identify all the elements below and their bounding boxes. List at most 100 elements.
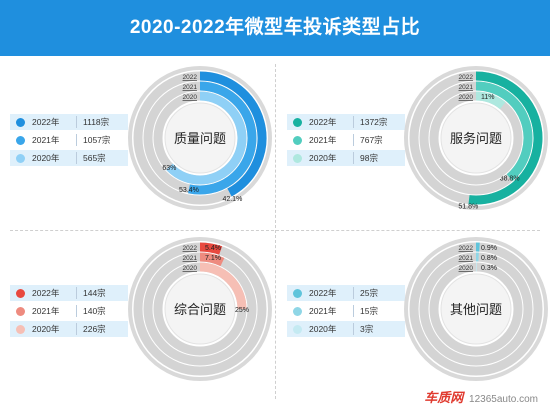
ring-percent-label: 0.9% xyxy=(481,245,497,252)
legend-year: 2020年 xyxy=(32,153,60,163)
chart-title-service: 服务问题 xyxy=(450,131,502,146)
legend-count: 767宗 xyxy=(360,135,383,145)
ring-year-label: 2021 xyxy=(459,84,474,91)
ring-arc-quality-2020 xyxy=(166,91,247,185)
legend-row: 2021年 140宗 xyxy=(10,303,128,319)
legend-dot xyxy=(293,288,302,298)
legend-dot xyxy=(16,135,25,145)
page-title: 2020-2022年微型车投诉类型占比 xyxy=(129,17,421,38)
ring-year-label: 2020 xyxy=(183,94,198,101)
ring-year-label: 2021 xyxy=(183,84,198,91)
legend-dot xyxy=(16,324,25,334)
legend-count: 226宗 xyxy=(83,324,106,334)
legend-row: 2021年 15宗 xyxy=(287,303,405,319)
legend-count: 98宗 xyxy=(360,153,378,163)
ring-year-label: 2022 xyxy=(459,245,474,252)
ring-percent-label: 0.8% xyxy=(481,255,497,262)
legend-year: 2021年 xyxy=(309,135,337,145)
chart-title-general: 综合问题 xyxy=(174,302,226,317)
ring-arc-general-2022 xyxy=(199,242,223,255)
legend-year: 2022年 xyxy=(309,117,337,127)
ring-arc-service-2020 xyxy=(475,91,506,110)
legend-count: 144宗 xyxy=(83,288,106,298)
legend-row: 2020年 3宗 xyxy=(287,321,405,337)
ring-year-label: 2022 xyxy=(459,74,474,81)
center-disc xyxy=(440,273,512,345)
ring-year-label: 2020 xyxy=(459,265,474,272)
center-disc xyxy=(164,102,236,174)
watermark: 车质网 12365auto.com xyxy=(424,387,538,406)
ring-percent-label: 5.4% xyxy=(205,245,221,252)
legend-row: 2022年 25宗 xyxy=(287,285,405,301)
legend-row: 2021年 1057宗 xyxy=(10,132,128,148)
legend-count: 15宗 xyxy=(360,306,378,316)
legend-count: 25宗 xyxy=(360,288,378,298)
legend-year: 2020年 xyxy=(32,324,60,334)
ring-year-label: 2021 xyxy=(459,255,474,262)
legend-year: 2021年 xyxy=(309,306,337,316)
legend-dot xyxy=(293,306,302,316)
legend-general: 2022年 144宗 2021年 140宗 2020年 226宗 xyxy=(10,285,128,339)
watermark-logo: 车质网 xyxy=(424,390,464,405)
legend-other: 2022年 25宗 2021年 15宗 2020年 3宗 xyxy=(287,285,405,339)
vertical-divider xyxy=(275,64,276,399)
legend-dot xyxy=(16,306,25,316)
legend-year: 2022年 xyxy=(309,288,337,298)
legend-year: 2020年 xyxy=(309,324,337,334)
legend-row: 2020年 98宗 xyxy=(287,150,405,166)
legend-dot xyxy=(16,153,25,163)
legend-count: 565宗 xyxy=(83,153,106,163)
ring-arc-quality-2021 xyxy=(188,81,257,195)
ring-percent-label: 63% xyxy=(162,165,176,172)
legend-dot xyxy=(16,288,25,298)
legend-quality: 2022年 1118宗 2021年 1057宗 2020年 565宗 xyxy=(10,114,128,168)
legend-row: 2022年 144宗 xyxy=(10,285,128,301)
legend-count: 140宗 xyxy=(83,306,106,316)
ring-percent-label: 38.8% xyxy=(500,176,520,183)
outer-frame-ring xyxy=(404,237,548,381)
ring-percent-label: 0.3% xyxy=(481,265,497,272)
outer-frame-ring xyxy=(128,237,272,381)
outer-frame-ring xyxy=(404,66,548,210)
ring-percent-label: 25% xyxy=(235,307,249,314)
legend-year: 2022年 xyxy=(32,288,60,298)
legend-row: 2022年 1118宗 xyxy=(10,114,128,130)
legend-service: 2022年 1372宗 2021年 767宗 2020年 98宗 xyxy=(287,114,405,168)
watermark-url: 12365auto.com xyxy=(469,394,538,405)
center-disc xyxy=(440,102,512,174)
legend-row: 2020年 565宗 xyxy=(10,150,128,166)
ring-percent-label: 11% xyxy=(481,94,495,101)
legend-year: 2021年 xyxy=(32,306,60,316)
chart-title-other: 其他问题 xyxy=(450,302,502,317)
legend-count: 1057宗 xyxy=(83,135,111,145)
ring-year-label: 2020 xyxy=(459,94,474,101)
ring-arc-general-2021 xyxy=(199,252,225,267)
ring-year-label: 2020 xyxy=(183,265,198,272)
legend-row: 2022年 1372宗 xyxy=(287,114,405,130)
ring-arc-service-2022 xyxy=(468,71,543,205)
ring-percent-label: 53.4% xyxy=(179,187,199,194)
ring-arc-quality-2022 xyxy=(199,71,267,197)
legend-dot xyxy=(293,117,302,127)
ring-percent-label: 42.1% xyxy=(222,196,242,203)
title-banner: 2020-2022年微型车投诉类型占比 xyxy=(0,0,550,56)
outer-frame-ring xyxy=(128,66,272,210)
center-disc xyxy=(164,273,236,345)
ring-percent-label: 7.1% xyxy=(205,255,221,262)
ring-year-label: 2022 xyxy=(183,74,198,81)
legend-year: 2022年 xyxy=(32,117,60,127)
legend-dot xyxy=(293,153,302,163)
ring-arc-service-2021 xyxy=(475,81,533,182)
legend-row: 2020年 226宗 xyxy=(10,321,128,337)
legend-dot xyxy=(293,135,302,145)
legend-year: 2020年 xyxy=(309,153,337,163)
ring-year-label: 2022 xyxy=(183,245,198,252)
legend-count: 1118宗 xyxy=(83,117,110,127)
ring-percent-label: 51.8% xyxy=(458,204,478,211)
chart-title-quality: 质量问题 xyxy=(174,131,226,146)
ring-arc-general-2020 xyxy=(199,262,247,310)
legend-dot xyxy=(16,117,25,127)
legend-row: 2021年 767宗 xyxy=(287,132,405,148)
legend-dot xyxy=(293,324,302,334)
